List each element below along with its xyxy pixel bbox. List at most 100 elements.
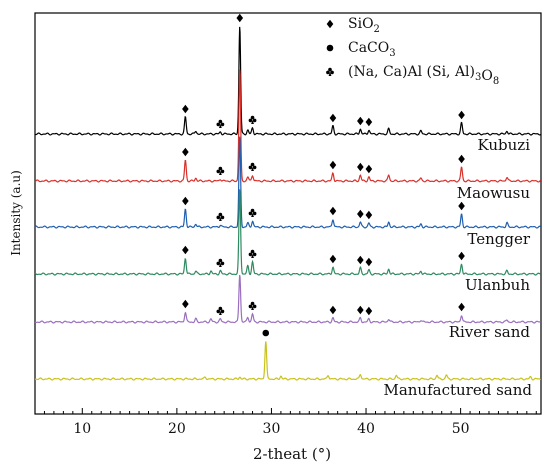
peak-marker-club-ulanbuh-lobe [216,261,221,266]
peak-marker-diamond-river-sand-shape [458,302,465,312]
peak-marker-diamond-maowusu-shape [458,154,465,164]
series-line-manufactured-sand [34,341,542,381]
legend-diamond-icon [326,19,334,29]
peak-marker-club-tengger-lobe [220,215,225,220]
peak-marker-club-river-sand [216,306,225,315]
peak-marker-club-kubuzi-lobe [248,118,253,123]
peak-marker-club-maowusu-stem [218,171,222,175]
peak-marker-club-kubuzi [248,115,257,124]
series-label-tengger: Tengger [467,230,530,248]
peak-marker-diamond-river-sand [329,305,337,315]
peak-marker-club-river-sand-lobe [250,301,255,306]
peak-marker-club-maowusu-lobe [218,166,223,171]
series-line-maowusu [34,69,542,183]
peak-marker-club-ulanbuh-lobe [252,252,257,257]
x-tick-label: 10 [73,421,91,437]
peak-marker-club-maowusu-stem [251,167,254,171]
peak-marker-club-maowusu-lobe [252,165,257,170]
legend-subscript: 2 [374,24,380,35]
series-label-ulanbuh: Ulanbuh [465,276,530,294]
peak-marker-club-tengger-stem [218,217,222,221]
legend-club-icon-stem [328,72,332,76]
peak-marker-club-kubuzi-lobe [220,122,225,127]
peak-marker-diamond-maowusu [329,160,337,170]
peak-marker-club-river-sand-lobe [216,309,221,314]
peak-marker-club-river-sand-lobe [220,309,225,314]
peak-marker-club-kubuzi-stem [251,120,254,124]
legend-entry-label: (Na, Ca)Al (Si, Al)3O8 [348,64,499,87]
legend-subscript: 3 [475,72,481,83]
peak-marker-club-tengger-lobe [216,215,221,220]
peak-marker-club-tengger-lobe [218,212,223,217]
series-line-river-sand [34,274,541,324]
peak-marker-club-maowusu-lobe [250,162,255,167]
peak-marker-club-maowusu [248,162,257,171]
peak-marker-club-river-sand [248,301,257,310]
peak-marker-diamond-tengger [458,201,465,211]
peak-marker-club-kubuzi-lobe [250,115,255,120]
series-line-kubuzi [34,26,542,136]
peak-marker-diamond-river-sand-shape [365,306,373,316]
peak-marker-diamond-kubuzi [236,13,244,23]
peak-marker-club-river-sand-lobe [248,304,253,309]
peak-marker-circle-manufactured-sand-shape [262,329,270,337]
peak-marker-diamond-kubuzi [458,110,465,120]
y-axis-label: Intensity (a.u) [9,170,23,256]
peak-marker-diamond-maowusu-shape [329,160,337,170]
peak-marker-diamond-tengger [357,209,364,219]
x-tick-label: 30 [263,421,281,437]
peak-marker-diamond-tengger-shape [329,206,337,216]
peak-marker-diamond-kubuzi-shape [357,116,364,126]
peak-marker-diamond-kubuzi-shape [329,113,337,123]
peak-marker-diamond-tengger [365,210,373,220]
peak-marker-club-kubuzi-stem [218,124,222,128]
legend-entry-label: CaCO3 [348,40,396,59]
peak-marker-diamond-maowusu [182,147,189,157]
peak-marker-diamond-kubuzi-shape [365,117,373,127]
peak-marker-club-tengger [216,212,225,221]
peak-marker-diamond-ulanbuh-shape [458,251,465,261]
peak-marker-club-kubuzi-lobe [216,122,221,127]
peak-marker-diamond-kubuzi-shape [236,13,244,23]
peak-marker-club-tengger-lobe [252,211,257,216]
peak-marker-diamond-ulanbuh-shape [182,245,189,255]
peak-marker-diamond-tengger-shape [357,209,364,219]
peak-marker-diamond-maowusu [357,162,364,172]
peak-marker-diamond-maowusu-shape [357,162,364,172]
legend: SiO2 CaCO3 (Na, Ca)Al (Si, Al)3O8 [326,16,499,87]
peak-marker-diamond-tengger [182,196,189,206]
peak-marker-diamond-river-sand [365,306,373,316]
legend-text: SiO [348,16,374,32]
peak-marker-diamond-maowusu-shape [182,147,189,157]
peak-marker-club-tengger-stem [251,213,254,217]
legend-text: O [481,68,492,84]
peak-marker-club-ulanbuh-lobe [220,261,225,266]
peak-marker-club-ulanbuh-stem [251,254,254,258]
peak-marker-diamond-ulanbuh-shape [357,255,364,265]
legend-club-icon-lobe [330,70,334,75]
peak-markers-layer [182,13,465,337]
legend-club-icon-lobe [326,70,330,75]
peak-marker-club-kubuzi-lobe [218,119,223,124]
peak-marker-diamond-ulanbuh-shape [365,257,373,267]
series-label-river-sand: River sand [449,323,531,341]
peak-marker-club-maowusu-lobe [248,165,253,170]
legend-club-icon [326,67,334,76]
peak-marker-club-river-sand-lobe [252,304,257,309]
legend-club-icon-lobe [328,67,332,72]
peak-marker-diamond-ulanbuh [458,251,465,261]
peak-marker-club-tengger-lobe [250,208,255,213]
peak-marker-club-kubuzi-lobe [252,118,257,123]
series-label-maowusu: Maowusu [457,184,531,202]
peak-marker-diamond-river-sand-shape [182,299,189,309]
peak-marker-diamond-river-sand-shape [329,305,337,315]
legend-subscript: 8 [493,76,499,87]
series-label-manufactured-sand: Manufactured sand [383,381,532,399]
peak-marker-diamond-tengger-shape [365,210,373,220]
peak-marker-club-ulanbuh-lobe [218,258,223,263]
peak-marker-club-maowusu [216,166,225,175]
series-labels-layer: Kubuzi Maowusu Tengger Ulanbuh River sand Man… [383,136,532,399]
peak-marker-club-ulanbuh-lobe [250,249,255,254]
peak-marker-diamond-river-sand-shape [357,305,364,315]
peak-marker-diamond-tengger-shape [182,196,189,206]
